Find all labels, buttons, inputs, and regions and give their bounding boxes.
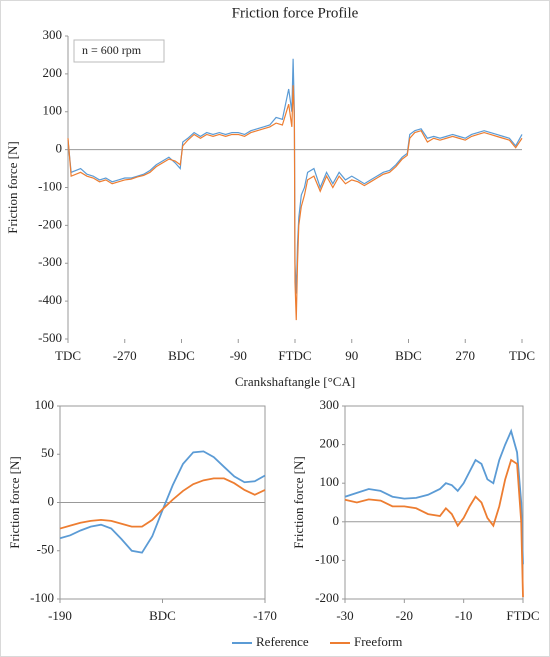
y-tick-label: 0 — [48, 493, 55, 508]
plot-frame — [344, 405, 524, 600]
y-tick-label: 50 — [41, 445, 54, 460]
x-tick-label: 270 — [456, 348, 476, 363]
chart-title: Friction force Profile — [232, 5, 359, 21]
series-line — [59, 477, 266, 530]
x-tick-label: -270 — [113, 348, 137, 363]
x-tick-label: BDC — [168, 348, 195, 363]
y-tick-label: 100 — [35, 397, 55, 412]
y-tick-label: -50 — [37, 542, 54, 557]
y-tick-label: 0 — [56, 141, 63, 156]
x-tick-label: FTDC — [506, 608, 539, 623]
series-line — [67, 58, 523, 294]
y-axis-label: Friction force [N] — [7, 456, 22, 548]
x-tick-label: -90 — [230, 348, 247, 363]
series-line — [67, 85, 523, 321]
x-tick-label: -170 — [253, 608, 277, 623]
x-tick-label: BDC — [395, 348, 422, 363]
x-tick-label: BDC — [149, 608, 176, 623]
legend-label: Freeform — [354, 634, 402, 649]
y-tick-label: 100 — [320, 474, 340, 489]
annotation: n = 600 rpm — [82, 43, 142, 57]
x-tick-label: TDC — [55, 348, 81, 363]
y-axis-label: Friction force [N] — [291, 456, 306, 548]
y-tick-label: -200 — [38, 216, 62, 231]
y-tick-label: 100 — [43, 103, 63, 118]
y-tick-label: -100 — [30, 590, 54, 605]
x-tick-label: -10 — [455, 608, 472, 623]
y-tick-label: -500 — [38, 330, 62, 345]
y-tick-label: 0 — [333, 513, 340, 528]
x-tick-label: FTDC — [278, 348, 311, 363]
y-tick-label: -400 — [38, 292, 62, 307]
annotation-box — [73, 39, 165, 63]
y-tick-label: -200 — [315, 590, 339, 605]
x-tick-label: 90 — [345, 348, 358, 363]
y-tick-label: 200 — [43, 65, 63, 80]
x-axis-label: Crankshaftangle [°CA] — [235, 374, 355, 389]
y-tick-label: 200 — [320, 436, 340, 451]
x-tick-label: -20 — [396, 608, 413, 623]
y-tick-label: 300 — [43, 27, 63, 42]
x-tick-label: -190 — [48, 608, 72, 623]
legend-label: Reference — [256, 634, 309, 649]
x-tick-label: TDC — [509, 348, 535, 363]
series-line — [344, 428, 524, 565]
y-tick-label: -100 — [38, 178, 62, 193]
x-tick-label: -30 — [336, 608, 353, 623]
y-tick-label: -100 — [315, 551, 339, 566]
series-line — [344, 458, 524, 598]
y-axis-label: Friction force [N] — [5, 141, 20, 233]
y-tick-label: -300 — [38, 254, 62, 269]
y-tick-label: 300 — [320, 397, 340, 412]
